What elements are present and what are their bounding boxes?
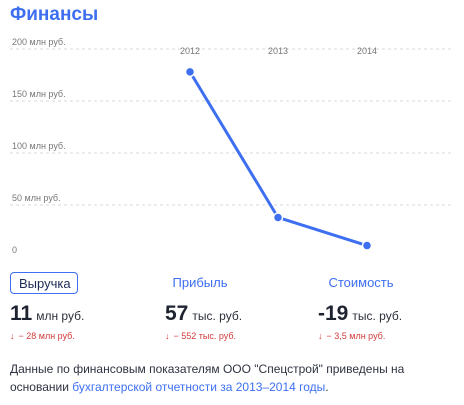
- line-chart: 0 50 млн руб. 100 млн руб. 150 млн руб. 200 …: [10, 37, 452, 255]
- metric-value: 11: [10, 302, 33, 325]
- metric-unit: тыс. руб.: [192, 309, 243, 323]
- change-text: − 28 млн руб.: [18, 331, 75, 341]
- x-tick-label: 2014: [357, 46, 377, 56]
- y-tick-label: 200 млн руб.: [12, 37, 66, 47]
- metric-profit: 57 тыс. руб. ↓ − 552 тыс. руб.: [165, 302, 242, 341]
- metric-unit: млн руб.: [36, 309, 85, 323]
- data-point: [361, 240, 373, 251]
- metric-change: ↓ − 552 тыс. руб.: [165, 331, 242, 341]
- y-tick-label: 150 млн руб.: [12, 89, 66, 99]
- arrow-down-icon: ↓: [318, 331, 323, 341]
- y-tick-label: 0: [12, 245, 17, 255]
- note-end: .: [325, 380, 329, 394]
- metric-value: 57: [165, 302, 189, 325]
- x-tick-label: 2012: [180, 46, 200, 56]
- x-tick-label: 2013: [268, 46, 288, 56]
- finance-chart: 0 50 млн руб. 100 млн руб. 150 млн руб. 200 …: [0, 30, 464, 265]
- arrow-down-icon: ↓: [10, 331, 15, 341]
- section-title: Финансы: [10, 4, 99, 25]
- metric-unit: тыс. руб.: [352, 309, 403, 323]
- tab-value[interactable]: Стоимость: [328, 275, 394, 290]
- data-point: [272, 212, 284, 223]
- note-text: Данные по финансовым показателям ООО "Сп…: [10, 362, 405, 394]
- metric-value-block: -19 тыс. руб. ↓ − 3,5 млн руб.: [318, 302, 402, 341]
- y-tick-label: 50 млн руб.: [12, 193, 61, 203]
- metric-value: -19: [318, 302, 349, 325]
- accounting-report-link[interactable]: бухгалтерской отчетности за 2013–2014 го…: [72, 380, 326, 394]
- change-text: − 3,5 млн руб.: [326, 331, 386, 341]
- data-source-note: Данные по финансовым показателям ООО "Сп…: [10, 360, 450, 396]
- metric-tabs: Выручка Прибыль Стоимость: [0, 272, 464, 296]
- tab-revenue[interactable]: Выручка: [10, 272, 78, 294]
- metric-change: ↓ − 3,5 млн руб.: [318, 331, 402, 341]
- y-tick-label: 100 млн руб.: [12, 141, 66, 151]
- metric-revenue: 11 млн руб. ↓ − 28 млн руб.: [10, 302, 84, 341]
- data-point: [184, 66, 196, 78]
- arrow-down-icon: ↓: [165, 331, 170, 341]
- change-text: − 552 тыс. руб.: [173, 331, 237, 341]
- tab-profit[interactable]: Прибыль: [172, 275, 228, 290]
- metric-change: ↓ − 28 млн руб.: [10, 331, 84, 341]
